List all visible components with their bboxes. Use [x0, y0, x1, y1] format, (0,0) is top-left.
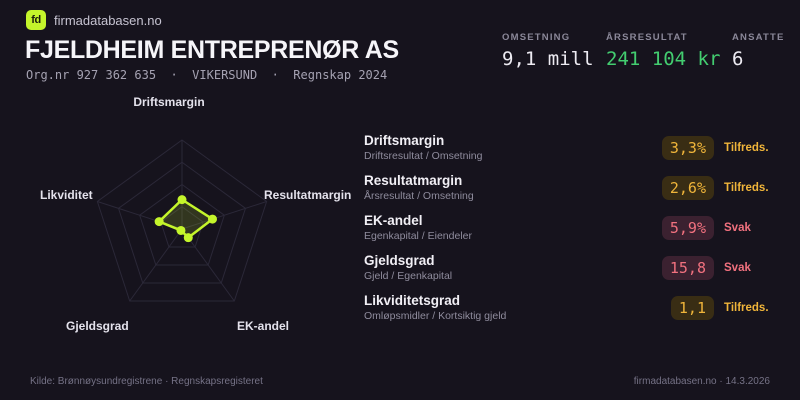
metric-row-likviditetsgrad: Likviditetsgrad Omløpsmidler / Kortsikti… — [364, 293, 774, 323]
metric-formula: Omløpsmidler / Kortsiktig gjeld — [364, 310, 507, 322]
metric-name: EK-andel — [364, 213, 423, 228]
metric-value-badge: 15,8 — [661, 256, 714, 280]
metric-value-badge: 1,1 — [670, 296, 714, 320]
metric-row-driftsmargin: Driftsmargin Driftsresultat / Omsetning … — [364, 133, 774, 163]
metric-formula: Egenkapital / Eiendeler — [364, 230, 472, 242]
metric-formula: Gjeld / Egenkapital — [364, 270, 453, 282]
stat-label: ÅRSRESULTAT — [606, 32, 688, 43]
metric-row-gjeldsgrad: Gjeldsgrad Gjeld / Egenkapital 15,8 Svak — [364, 253, 774, 283]
metric-value-badge: 2,6% — [661, 176, 714, 200]
metric-formula: Årsresultat / Omsetning — [364, 190, 474, 202]
firmadatabasen-logo-icon: fd — [26, 10, 46, 30]
company-subtitle: Org.nr 927 362 635 · VIKERSUND · Regnska… — [26, 68, 388, 82]
metric-row-resultatmargin: Resultatmargin Årsresultat / Omsetning 2… — [364, 173, 774, 203]
axis-label-ek-andel: EK-andel — [237, 319, 290, 333]
axis-label-likviditet: Likviditet — [40, 188, 93, 202]
status-badge: Tilfreds. — [724, 142, 769, 154]
axis-label-driftsmargin: Driftsmargin — [133, 95, 205, 109]
status-badge: Tilfreds. — [724, 182, 769, 194]
status-badge: Svak — [724, 222, 751, 234]
metric-value-badge: 3,3% — [661, 136, 714, 160]
status-badge: Tilfreds. — [724, 302, 769, 314]
stat-label: ANSATTE — [732, 32, 785, 43]
radar-chart — [20, 85, 350, 340]
metric-name: Driftsmargin — [364, 133, 445, 148]
footer-attribution: firmadatabasen.no · 14.3.2026 — [633, 376, 770, 387]
stat-arsresultat: ÅRSRESULTAT 241 104 kr — [606, 32, 720, 70]
metrics-list: Driftsmargin Driftsresultat / Omsetning … — [364, 133, 774, 323]
metric-name: Resultatmargin — [364, 173, 463, 188]
metric-name: Gjeldsgrad — [364, 253, 435, 268]
axis-label-resultatmargin: Resultatmargin — [264, 188, 352, 202]
stat-label: OMSETNING — [502, 32, 571, 43]
status-badge: Svak — [724, 262, 751, 274]
metric-row-ek-andel: EK-andel Egenkapital / Eiendeler 5,9% Sv… — [364, 213, 774, 243]
brand-name: firmadatabasen.no — [54, 13, 162, 28]
metric-value-badge: 5,9% — [661, 216, 714, 240]
stat-omsetning: OMSETNING 9,1 mill — [502, 32, 594, 70]
metric-name: Likviditetsgrad — [364, 293, 461, 308]
stat-value: 6 — [732, 48, 744, 70]
stat-ansatte: ANSATTE 6 — [732, 32, 785, 70]
stat-value: 9,1 mill — [502, 48, 594, 70]
company-title: FJELDHEIM ENTREPRENØR AS — [25, 36, 399, 64]
radar-svg — [96, 139, 268, 302]
metric-formula: Driftsresultat / Omsetning — [364, 150, 483, 162]
stat-value: 241 104 kr — [606, 48, 721, 70]
footer-source: Kilde: Brønnøysundregistrene · Regnskaps… — [30, 376, 263, 387]
axis-label-gjeldsgrad: Gjeldsgrad — [66, 319, 129, 333]
